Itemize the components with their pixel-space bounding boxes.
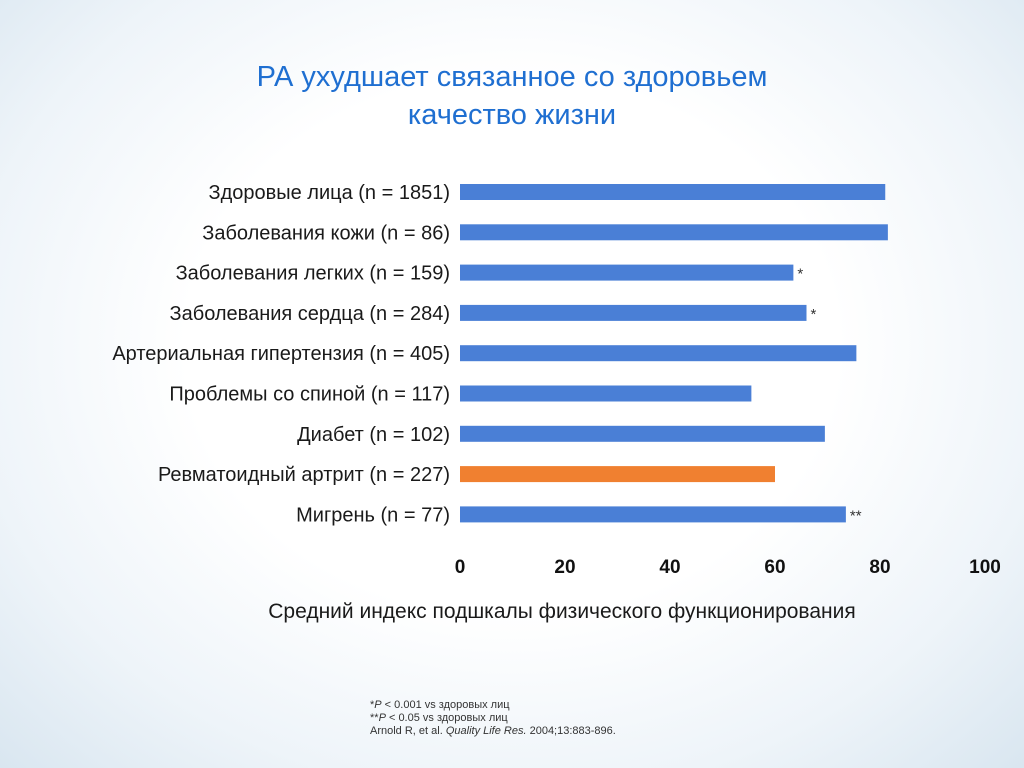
x-tick-labels-group: 0 20 40 60 80 100	[455, 557, 1001, 578]
significance-marker-3: *	[797, 266, 803, 283]
x-tick-label-60: 60	[764, 557, 785, 578]
x-tick-label-20: 20	[554, 557, 575, 578]
footnote-1-p: P	[374, 699, 382, 711]
category-label-2: Заболевания кожи (n = 86)	[202, 222, 450, 244]
footnote-2-p: P	[378, 712, 386, 724]
category-label-6: Проблемы со спиной (n = 117)	[169, 384, 450, 406]
category-label-1: Здоровые лица (n = 1851)	[208, 182, 450, 204]
slide-title: РА ухудшает связанное со здоровьем качес…	[0, 58, 1024, 134]
bars-group	[460, 184, 888, 523]
bar-6	[460, 385, 752, 402]
bar-7	[460, 425, 825, 442]
footnote-1-text: < 0.001 vs здоровых лиц	[381, 699, 510, 711]
footnotes: *P < 0.001 vs здоровых лиц **P < 0.05 vs…	[370, 699, 616, 738]
significance-marker-9: **	[850, 507, 862, 524]
annotations-group: ****	[797, 266, 861, 525]
footnote-1-prefix: *	[370, 699, 375, 711]
title-line-1: РА ухудшает связанное со здоровьем	[256, 61, 768, 93]
reference-authors: Arnold R, et al.	[370, 725, 446, 737]
significance-marker-4: *	[811, 306, 817, 323]
footnote-2: **P < 0.05 vs здоровых лиц	[370, 712, 616, 725]
bar-9	[460, 506, 846, 523]
reference-journal: Quality Life Res.	[445, 725, 527, 737]
category-label-3: Заболевания легких (n = 159)	[176, 263, 450, 285]
x-tick-label-0: 0	[455, 557, 466, 578]
category-labels-group: Здоровые лица (n = 1851) Заболевания кожи…	[112, 182, 450, 526]
x-tick-label-80: 80	[869, 557, 890, 578]
bar-1	[460, 184, 886, 200]
category-label-8: Ревматоидный артрит (n = 227)	[158, 464, 450, 486]
bar-3	[460, 264, 794, 281]
bar-4	[460, 304, 807, 321]
footnote-reference: Arnold R, et al. Quality Life Res. 2004;…	[370, 725, 616, 738]
footnote-2-text: < 0.05 vs здоровых лиц	[385, 712, 508, 724]
x-axis-label: Средний индекс подшкалы физического функ…	[268, 600, 855, 623]
footnote-1: *P < 0.001 vs здоровых лиц	[370, 699, 616, 712]
title-line-2: качество жизни	[407, 99, 617, 131]
bar-chart: Здоровые лица (n = 1851) Заболевания кожи…	[112, 182, 1001, 623]
footnote-2-prefix: **	[370, 712, 379, 724]
bar-8	[460, 466, 775, 483]
category-label-5: Артериальная гипертензия (n = 405)	[112, 343, 450, 365]
category-label-4: Заболевания сердца (n = 284)	[170, 303, 450, 325]
x-tick-label-100: 100	[969, 557, 1001, 578]
bar-2	[460, 224, 888, 241]
reference-details: 2004;13:883-896.	[526, 725, 616, 737]
category-label-7: Диабет (n = 102)	[297, 424, 450, 446]
x-tick-label-40: 40	[659, 557, 680, 578]
bar-5	[460, 345, 857, 362]
category-label-9: Мигрень (n = 77)	[296, 504, 450, 526]
